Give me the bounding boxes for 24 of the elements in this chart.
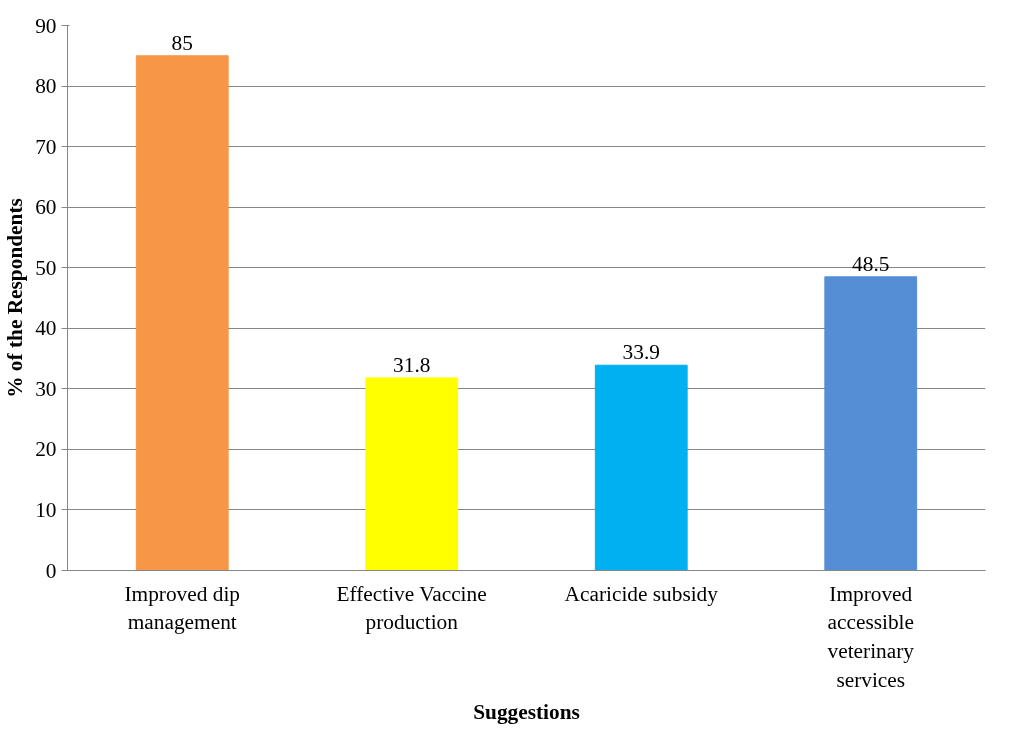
data-label: 48.5: [852, 251, 890, 276]
y-tick-label: 10: [35, 497, 57, 522]
y-tick-label: 60: [35, 195, 57, 220]
y-tick-label: 70: [35, 134, 57, 159]
bar: [824, 276, 918, 571]
y-tick-label: 80: [35, 74, 57, 99]
data-label: 33.9: [622, 340, 660, 365]
y-tick-label: 20: [35, 437, 57, 462]
y-tick-label: 30: [35, 376, 57, 401]
y-axis-title: % of the Respondents: [3, 198, 28, 398]
y-tick-label: 40: [35, 316, 57, 341]
x-tick-label: Acaricide subsidy: [564, 581, 719, 606]
x-tick-label: Improved accessible veterinary services: [827, 581, 915, 692]
y-tick-label: 50: [35, 255, 57, 280]
data-label: 31.8: [393, 352, 431, 377]
bar: [365, 377, 459, 571]
bar: [135, 55, 229, 571]
y-tick-label: 90: [35, 13, 57, 38]
y-tick-label: 0: [45, 558, 57, 583]
x-tick-label: Effective Vaccine production: [336, 581, 487, 635]
x-axis-title: Suggestions: [473, 699, 580, 724]
bar: [594, 364, 688, 571]
x-tick-label: Improved dip management: [124, 581, 241, 635]
data-label: 85: [171, 30, 193, 55]
